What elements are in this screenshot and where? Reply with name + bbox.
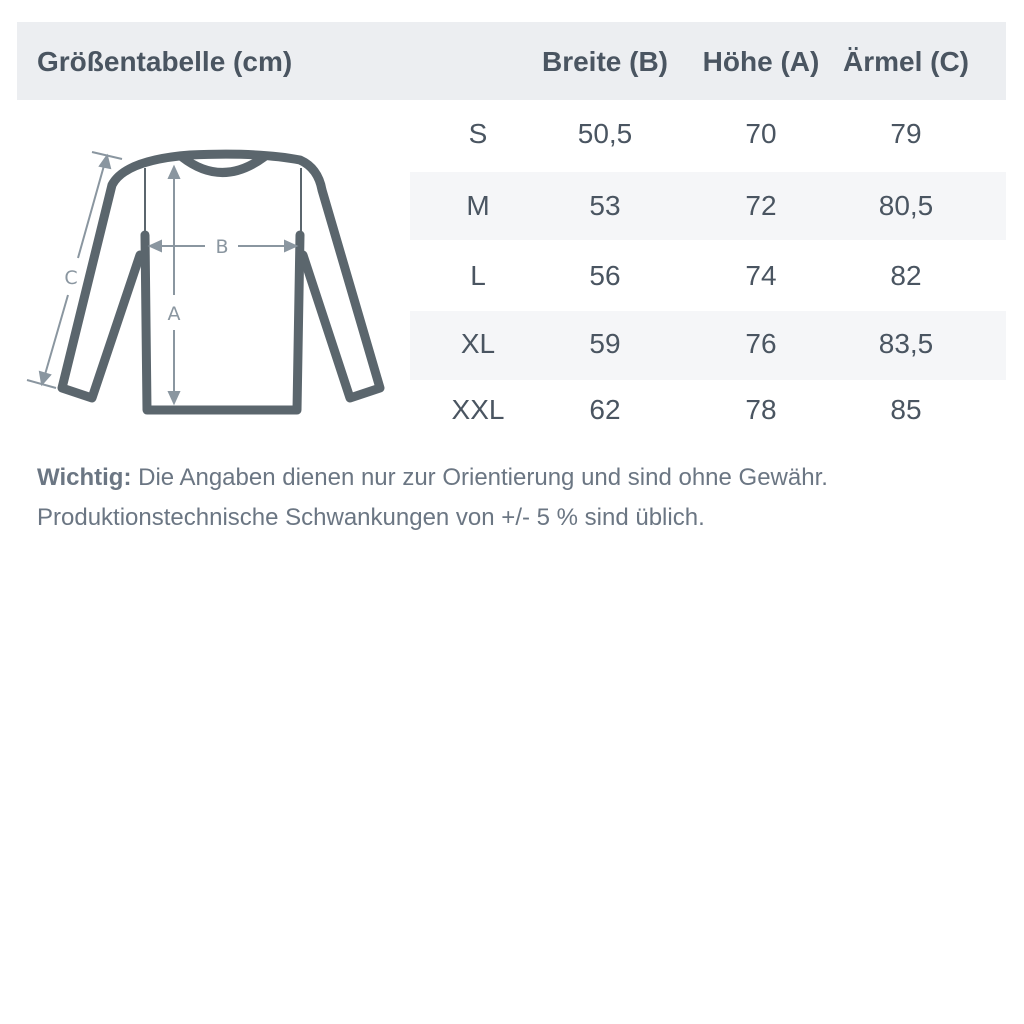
table-header (17, 22, 1006, 100)
note-line-2: Produktionstechnische Schwankungen von +… (37, 504, 705, 531)
cell-breite: 62 (589, 394, 621, 425)
note-label: Wichtig: (37, 464, 132, 491)
table-title: Größentabelle (cm) (37, 46, 293, 77)
cell-breite: 59 (589, 328, 621, 359)
label-c: C (64, 267, 77, 289)
cell-size: XL (460, 328, 496, 359)
label-b: B (215, 236, 228, 258)
note-line-1: Die Angaben dienen nur zur Orientierung … (131, 464, 828, 491)
cell-hoehe: 72 (745, 190, 777, 221)
cell-hoehe: 76 (745, 328, 777, 359)
label-a: A (168, 303, 181, 325)
cell-size: XXL (451, 394, 505, 425)
column-header-breite: Breite (B) (541, 46, 669, 77)
cell-aermel: 79 (890, 118, 922, 149)
column-header-hoehe: Höhe (A) (702, 46, 820, 77)
cell-aermel: 82 (890, 260, 922, 291)
cell-aermel: 83,5 (878, 328, 934, 359)
note-first-line: Wichtig: Die Angaben dienen nur zur Orie… (37, 458, 828, 498)
cell-breite: 56 (589, 260, 621, 291)
cell-breite: 50,5 (577, 118, 633, 149)
cell-size: M (466, 190, 490, 221)
cell-hoehe: 70 (745, 118, 777, 149)
cell-breite: 53 (589, 190, 621, 221)
sweater-diagram: B A C (26, 149, 385, 415)
sweater-side-lines (144, 168, 302, 235)
row-stripe (410, 172, 1006, 240)
column-header-aermel: Ärmel (C) (842, 46, 970, 77)
cell-hoehe: 78 (745, 394, 777, 425)
cell-aermel: 80,5 (878, 190, 934, 221)
measure-lines (26, 151, 299, 406)
cell-size: L (470, 260, 486, 291)
row-stripe (410, 311, 1006, 380)
disclaimer-note: Wichtig: Die Angaben dienen nur zur Orie… (37, 458, 828, 538)
cell-hoehe: 74 (745, 260, 777, 291)
cell-aermel: 85 (890, 394, 922, 425)
cell-size: S (468, 118, 488, 149)
sweater-outline (57, 149, 385, 415)
